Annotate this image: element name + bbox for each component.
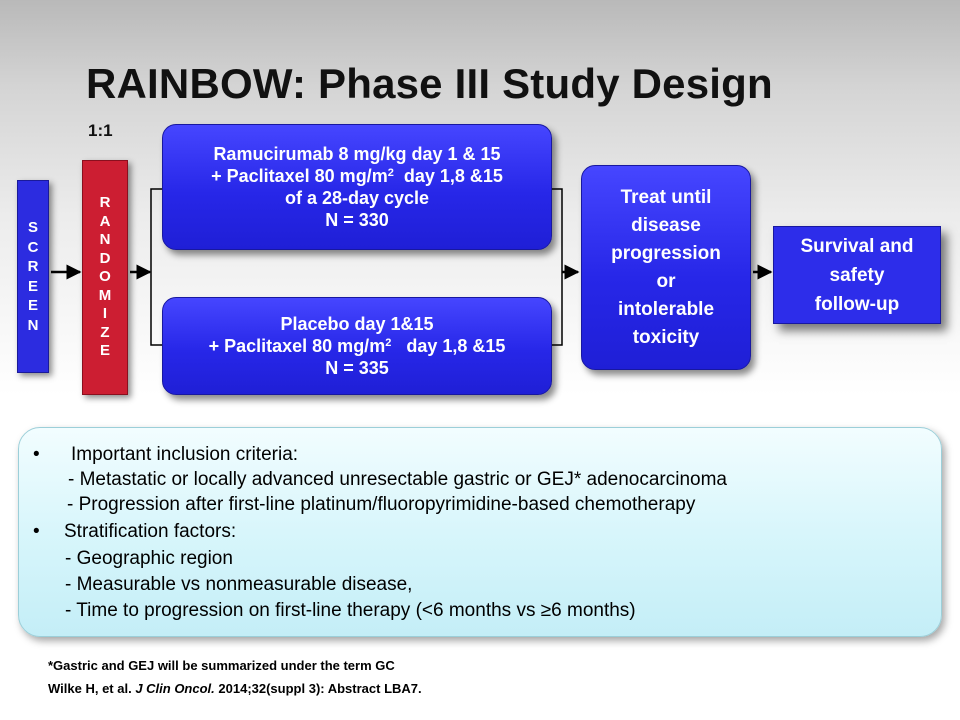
slide-title: RAINBOW: Phase III Study Design — [86, 60, 773, 107]
citation: Wilke H, et al. J Clin Oncol. 2014;32(su… — [48, 681, 422, 696]
treat-line: or — [656, 270, 676, 292]
screen-letter: N — [27, 316, 39, 334]
screen-letter: S — [27, 219, 38, 236]
ratio-label: 1:1 — [88, 121, 113, 140]
treat-line: disease — [631, 214, 701, 236]
treat-line: progression — [611, 242, 721, 264]
ramucirumab-arm-box: Ramucirumab 8 mg/kg day 1 & 15 + Paclita… — [162, 124, 552, 250]
arm2-line2-schedule: day 1,8 &15 — [391, 336, 506, 356]
randomize-letter: M — [98, 286, 112, 304]
screen-letter: R — [27, 258, 39, 275]
arm1-line1: Ramucirumab 8 mg/kg day 1 & 15 — [213, 144, 501, 164]
stratification-heading: Stratification factors: — [64, 521, 237, 542]
arm2-line2: + Paclitaxel 80 mg/m2 day 1,8 &15 — [209, 335, 506, 357]
stratification-item: - Measurable vs nonmeasurable disease, — [65, 574, 413, 595]
bullet-icon: • — [33, 444, 40, 465]
screen-letter: E — [27, 277, 38, 295]
treat-line: intolerable — [617, 298, 715, 320]
arm1-superscript: 2 — [387, 167, 394, 179]
randomize-letter: I — [102, 305, 108, 323]
randomize-box: R A N D O M I Z E — [82, 160, 128, 395]
randomize-letter: R — [99, 194, 111, 212]
followup-line: follow-up — [814, 293, 900, 315]
inclusion-heading: Important inclusion criteria: — [71, 444, 299, 465]
arm1-line2: + Paclitaxel 80 mg/m2 day 1,8 &15 — [211, 165, 503, 187]
arm1-line2-text: + Paclitaxel 80 mg/m — [211, 166, 388, 186]
followup-box: Survival and safety follow-up — [773, 226, 941, 324]
screen-letter: C — [27, 238, 39, 256]
screen-letter: E — [27, 297, 38, 314]
treat-line: toxicity — [632, 326, 700, 348]
stratification-item: - Time to progression on first-line ther… — [65, 600, 636, 621]
followup-line: safety — [829, 264, 885, 286]
arm1-n: N = 330 — [325, 210, 389, 230]
bullet-icon: • — [33, 521, 40, 542]
inclusion-item: - Progression after first-line platinum/… — [67, 494, 696, 515]
inclusion-item: - Metastatic or locally advanced unresec… — [68, 469, 727, 490]
criteria-panel: • Important inclusion criteria: - Metast… — [18, 427, 942, 637]
arm-split-bracket — [150, 188, 162, 346]
arm2-superscript: 2 — [385, 337, 392, 349]
treatment-duration-box: Treat until disease progression or intol… — [581, 165, 751, 370]
arm-merge-bracket — [552, 188, 563, 346]
placebo-arm-box: Placebo day 1&15 + Paclitaxel 80 mg/m2 d… — [162, 297, 552, 395]
arm1-line3: of a 28-day cycle — [284, 188, 430, 208]
treat-line: Treat until — [620, 186, 712, 208]
arm1-line2-schedule: day 1,8 &15 — [393, 166, 503, 186]
randomize-letter: E — [99, 342, 110, 360]
arm2-line1: Placebo day 1&15 — [280, 314, 434, 334]
randomize-letter: A — [99, 212, 111, 230]
arm2-n: N = 335 — [325, 358, 389, 378]
followup-line: Survival and — [800, 235, 914, 257]
stratification-item: - Geographic region — [65, 548, 233, 569]
randomize-letter: D — [99, 249, 111, 267]
randomize-letter: Z — [100, 323, 110, 341]
randomize-letter: O — [99, 268, 111, 286]
citation-authors: Wilke H, et al. — [48, 681, 136, 696]
citation-journal: J Clin Oncol. — [135, 681, 215, 696]
footnote-gc: *Gastric and GEJ will be summarized unde… — [48, 658, 395, 673]
randomize-letter: N — [99, 231, 111, 249]
screen-box: S C R E E N — [17, 180, 49, 373]
arm2-line2-text: + Paclitaxel 80 mg/m — [208, 336, 386, 356]
citation-details: 2014;32(suppl 3): Abstract LBA7. — [214, 681, 422, 696]
